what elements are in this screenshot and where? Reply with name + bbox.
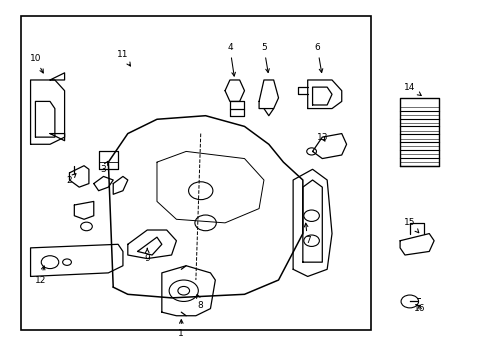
Bar: [21, 16, 370, 330]
Text: 13: 13: [316, 132, 327, 141]
Text: 6: 6: [314, 43, 322, 72]
Text: 8: 8: [196, 294, 203, 310]
Text: 3: 3: [101, 161, 107, 174]
Text: 7: 7: [304, 223, 310, 245]
Text: 14: 14: [403, 83, 420, 95]
Text: 15: 15: [403, 219, 418, 233]
Text: 11: 11: [117, 50, 130, 66]
Text: 12: 12: [35, 266, 46, 284]
Text: 1: 1: [178, 320, 184, 338]
Text: 2: 2: [66, 174, 76, 185]
Text: 16: 16: [413, 304, 425, 313]
Text: 10: 10: [30, 54, 43, 73]
Text: 4: 4: [226, 43, 235, 76]
Text: 5: 5: [261, 43, 269, 72]
Text: 9: 9: [144, 248, 150, 263]
